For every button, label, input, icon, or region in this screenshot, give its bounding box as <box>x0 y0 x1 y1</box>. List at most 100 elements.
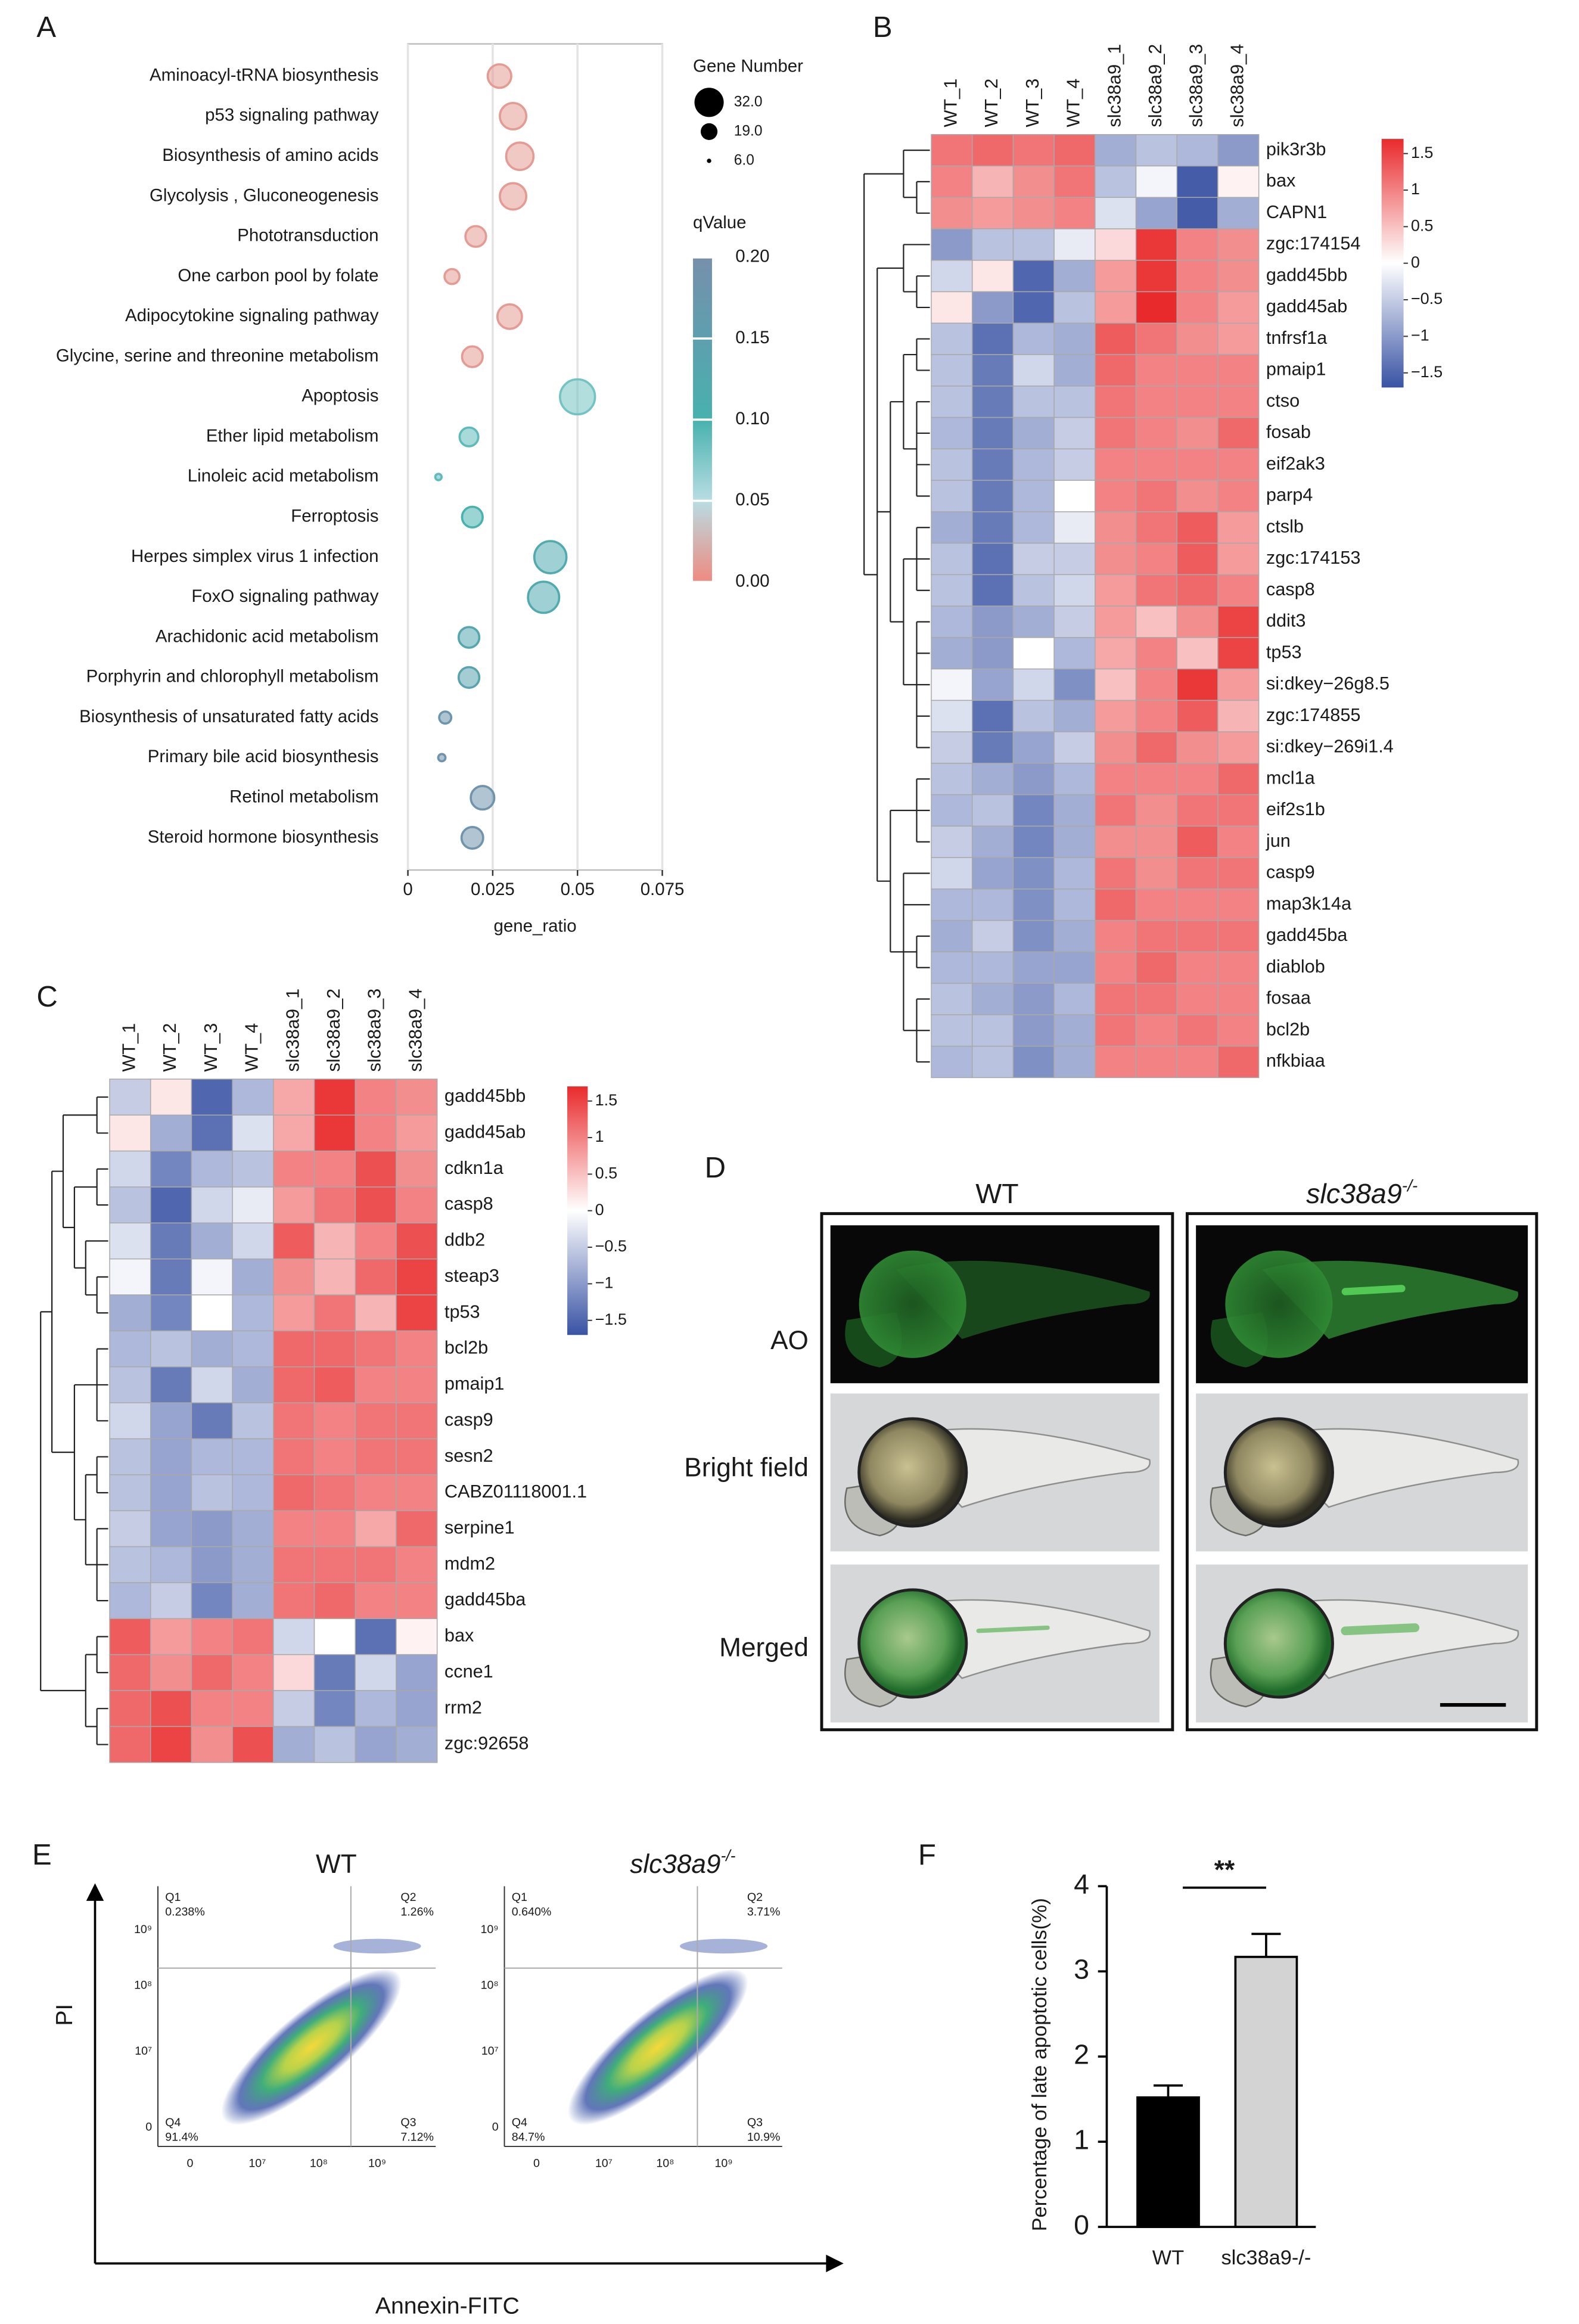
heatmap-cell <box>150 1150 192 1188</box>
column-label: WT_2 <box>981 79 1002 128</box>
heatmap-cell <box>1176 511 1219 544</box>
heatmap-cell <box>1176 919 1219 953</box>
bar <box>1234 1956 1298 2228</box>
heatmap-cell <box>971 857 1014 890</box>
heatmap-cell <box>313 1222 356 1260</box>
heatmap-cell <box>150 1114 192 1152</box>
heatmap-cell <box>232 1114 274 1152</box>
bubble <box>496 303 523 330</box>
heatmap-cell <box>1135 888 1177 921</box>
heatmap-cell <box>1095 417 1137 450</box>
heatmap-cell <box>232 1402 274 1440</box>
heatmap-cell <box>355 1582 397 1620</box>
heatmap-cell <box>109 1079 151 1116</box>
plot-title: slc38a9-/- <box>630 1847 735 1879</box>
heatmap-cell <box>1012 354 1055 387</box>
y-tick-label: Arachidonic acid metabolism <box>156 626 379 646</box>
heatmap-cell <box>1135 794 1177 827</box>
heatmap-cell <box>1095 1014 1137 1047</box>
heatmap-cell <box>355 1726 397 1763</box>
panel-label: D <box>705 1152 726 1184</box>
heatmap-cell <box>971 228 1014 261</box>
heatmap-cell <box>931 165 973 198</box>
y-tick-label: 10⁷ <box>135 2045 152 2058</box>
heatmap-cell <box>355 1438 397 1475</box>
heatmap-cell <box>150 1330 192 1368</box>
heatmap-cell <box>1095 605 1137 638</box>
heatmap-cell <box>1135 951 1177 984</box>
colorbar-label: −1 <box>595 1274 614 1292</box>
heatmap-cell <box>931 763 973 796</box>
heatmap-cell <box>1053 448 1096 481</box>
heatmap-cell <box>1012 574 1055 607</box>
heatmap-cell <box>1053 322 1096 355</box>
heatmap-cell <box>1053 919 1096 953</box>
heatmap-cell <box>1176 857 1219 890</box>
heatmap-cell <box>1217 825 1260 858</box>
heatmap-cell <box>150 1402 192 1440</box>
heatmap-cell <box>1053 480 1096 512</box>
row-label: Bright field <box>684 1453 809 1483</box>
heatmap-cell <box>1012 794 1055 827</box>
colorbar-label: 1.5 <box>595 1091 618 1109</box>
heatmap-cell <box>273 1079 315 1116</box>
y-axis-label: Percentage of late apoptotic cells(%) <box>1028 1898 1051 2231</box>
heatmap-cell <box>1135 1014 1177 1047</box>
y-tick-label: Glycine, serine and threonine metabolism <box>56 346 379 365</box>
heatmap-cell <box>1053 260 1096 293</box>
heatmap-cell <box>109 1474 151 1511</box>
y-tick-label: Steroid hormone biosynthesis <box>148 827 379 847</box>
row-label: casp8 <box>1266 579 1315 599</box>
legend-title: qValue <box>693 213 746 232</box>
heatmap-cell <box>1053 1045 1096 1079</box>
column-label: WT_1 <box>940 79 961 128</box>
heatmap-cell <box>971 574 1014 607</box>
heatmap-cell <box>1053 700 1096 732</box>
quadrant-name: Q1 <box>512 1891 527 1904</box>
row-label: fosab <box>1266 422 1311 442</box>
quadrant-percent: 0.640% <box>512 1906 552 1919</box>
heatmap-cell <box>1095 983 1137 1015</box>
heatmap-cell <box>1135 637 1177 670</box>
heatmap-cell <box>1012 919 1055 953</box>
heatmap-cell <box>191 1546 233 1583</box>
heatmap-cell <box>971 700 1014 732</box>
heatmap-cell <box>109 1690 151 1728</box>
heatmap-cell <box>931 919 973 953</box>
heatmap-cell <box>1135 322 1177 355</box>
heatmap-cell <box>1217 763 1260 796</box>
heatmap-cell <box>1053 228 1096 261</box>
row-label: ccne1 <box>445 1661 493 1682</box>
heatmap-cell <box>1095 197 1137 229</box>
heatmap-cell <box>1012 983 1055 1015</box>
panel-label: C <box>36 981 57 1013</box>
colorbar-label: 0.10 <box>735 409 769 428</box>
heatmap-cell <box>1217 605 1260 638</box>
heatmap-cell <box>1012 134 1055 167</box>
heatmap-cell <box>1053 291 1096 324</box>
heatmap-cell <box>971 386 1014 418</box>
heatmap-cell <box>109 1222 151 1260</box>
heatmap-cell <box>1135 386 1177 418</box>
heatmap-cell <box>1053 668 1096 701</box>
heatmap-cell <box>1176 983 1219 1015</box>
bubble <box>460 826 484 850</box>
heatmap-cell <box>150 1618 192 1655</box>
quadrant-percent: 3.71% <box>747 1906 781 1919</box>
row-label: zgc:92658 <box>445 1733 529 1754</box>
heatmap-cell <box>1176 165 1219 198</box>
heatmap-cell <box>313 1438 356 1475</box>
x-tick-label: 10⁷ <box>595 2157 613 2170</box>
row-label: AO <box>770 1326 809 1355</box>
heatmap-cell <box>971 448 1014 481</box>
heatmap-cell <box>1217 637 1260 670</box>
annotation: ** <box>1214 1855 1235 1884</box>
column-label: slc38a9_2 <box>324 989 344 1072</box>
row-label: bcl2b <box>1266 1019 1310 1039</box>
heatmap-cell <box>1012 951 1055 984</box>
y-tick-label: Biosynthesis of amino acids <box>162 145 378 165</box>
heatmap-cell <box>1217 1014 1260 1047</box>
heatmap-cell <box>971 668 1014 701</box>
heatmap-cell <box>1053 165 1096 198</box>
heatmap-cell <box>396 1366 438 1403</box>
